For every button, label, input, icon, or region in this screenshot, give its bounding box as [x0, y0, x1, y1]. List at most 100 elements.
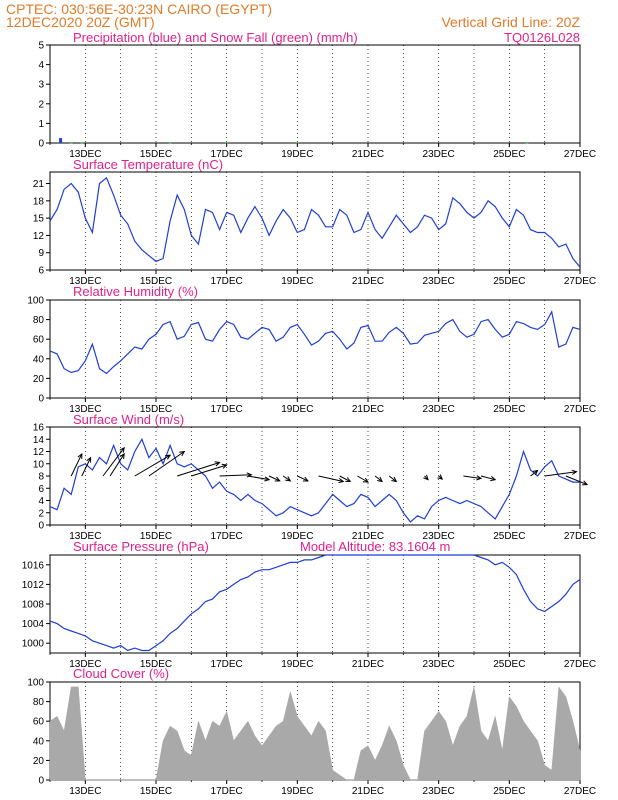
y-tick-label: 4 [38, 496, 44, 507]
y-tick-label: 12 [33, 447, 45, 458]
y-tick-label: 1008 [22, 600, 45, 611]
y-tick-label: 5 [38, 41, 44, 52]
panel-title-cloud: Cloud Cover (%) [73, 666, 169, 681]
wind-arrow [530, 470, 538, 477]
y-tick-label: 1012 [22, 580, 45, 591]
x-tick-label: 19DEC [281, 149, 313, 160]
y-tick-label: 1000 [22, 639, 45, 650]
y-tick-label: 3 [38, 80, 44, 91]
wind-arrow-head [490, 476, 497, 482]
wind-arrow-head [571, 469, 578, 475]
y-tick-label: 40 [33, 354, 45, 365]
wind-arrow [357, 475, 369, 483]
wind-arrow-head [362, 477, 369, 483]
wind-arrow [282, 475, 291, 482]
wind-arrow-head [119, 452, 125, 459]
temp-line [49, 176, 581, 268]
wind-arrow-head [86, 456, 92, 463]
panel-title-precip: Precipitation (blue) and Snow Fall (gree… [73, 30, 358, 45]
y-tick-label: 60 [33, 335, 45, 346]
x-tick-label: 13DEC [69, 531, 101, 542]
y-tick-label: 1 [38, 119, 44, 130]
x-tick-label: 15DEC [140, 404, 172, 415]
y-tick-label: 21 [33, 179, 45, 190]
panel-frame [49, 299, 581, 399]
cloud-cover-area [49, 686, 581, 781]
y-tick-label: 0 [38, 139, 44, 150]
x-tick-label: 13DEC [69, 404, 101, 415]
y-tick-label: 60 [33, 717, 45, 728]
wind-arrow-head [119, 446, 125, 453]
y-tick-label: 18 [33, 196, 45, 207]
x-tick-label: 17DEC [211, 786, 243, 797]
y-tick-label: 80 [33, 315, 45, 326]
x-tick-label: 13DEC [69, 659, 101, 670]
x-tick-label: 15DEC [140, 531, 172, 542]
y-tick-label: 1004 [22, 619, 45, 630]
x-tick-label: 25DEC [493, 786, 525, 797]
panel-cloud: 0 20 40 60 80 100 13DEC 15DEC 17DEC 19DEC 21DEC 23D… [27, 678, 596, 798]
wind-arrow-head [264, 476, 271, 482]
panel-frame [49, 171, 581, 271]
x-tick-label: 27DEC [564, 531, 596, 542]
wind-arrow [247, 475, 270, 481]
x-tick-label: 15DEC [140, 786, 172, 797]
wind-arrow [544, 471, 577, 477]
wind-arrow-head [214, 461, 221, 467]
precip-bar [69, 142, 73, 144]
y-tick-label: 1016 [22, 560, 45, 571]
precip-bar [525, 142, 529, 144]
wind-arrow-head [77, 452, 83, 459]
wind-arrow [463, 475, 482, 479]
y-tick-label: 6 [38, 266, 44, 277]
x-tick-label: 13DEC [69, 786, 101, 797]
x-tick-label: 19DEC [281, 786, 313, 797]
x-tick-label: 27DEC [564, 786, 596, 797]
wind-arrow [148, 451, 185, 477]
panel-title-humidity: Relative Humidity (%) [73, 284, 198, 299]
x-tick-label: 21DEC [352, 276, 384, 287]
panel-humidity: 0 20 40 60 80 100 13DEC 15DEC 17DEC 19DEC 21DEC 23D… [27, 296, 596, 416]
header-location: CPTEC: 030:56E-30:23N CAIRO (EGYPT) [6, 1, 272, 17]
x-tick-label: 25DEC [493, 404, 525, 415]
x-tick-label: 27DEC [564, 149, 596, 160]
wind-arrow [134, 454, 171, 477]
x-tick-label: 17DEC [211, 531, 243, 542]
x-tick-label: 19DEC [281, 276, 313, 287]
wind-arrow-head [391, 476, 398, 483]
precip-bar [80, 142, 84, 144]
x-tick-label: 15DEC [140, 149, 172, 160]
y-tick-label: 15 [33, 214, 45, 225]
y-tick-label: 20 [33, 374, 45, 385]
panel-title-pressure: Surface Pressure (hPa) [73, 539, 209, 554]
precip-bar [295, 142, 299, 144]
precip-bar [168, 142, 172, 144]
y-tick-label: 40 [33, 736, 45, 747]
wind-arrow [388, 475, 397, 482]
x-tick-label: 25DEC [493, 531, 525, 542]
x-tick-label: 23DEC [423, 404, 455, 415]
panel-temp: 6 9 12 15 18 21 13DEC 15DEC 17DEC 19DEC 21DEC 23DEC… [33, 171, 596, 287]
panel-frame [49, 554, 581, 654]
wind-arrow-head [221, 463, 228, 469]
y-tick-label: 14 [33, 435, 45, 446]
x-tick-label: 27DEC [564, 276, 596, 287]
x-tick-label: 13DEC [69, 276, 101, 287]
y-tick-label: 100 [27, 296, 44, 307]
wind-arrow [177, 462, 220, 477]
wind-arrow [102, 447, 125, 477]
wind-arrow [565, 475, 588, 486]
y-tick-label: 20 [33, 756, 45, 767]
wind-arrow-head [437, 474, 444, 480]
wind-arrow [480, 475, 496, 481]
wind-arrow-head [285, 476, 292, 482]
x-tick-label: 23DEC [423, 276, 455, 287]
x-tick-label: 15DEC [140, 659, 172, 670]
panel-frame [49, 44, 581, 144]
wind-arrow-head [165, 454, 172, 460]
panel-title-wind: Surface Wind (m/s) [73, 412, 184, 427]
wind-arrow [374, 475, 383, 482]
panel-pressure: 1000 1004 1008 1012 1016 13DEC 15DEC 17DEC 19DEC… [22, 554, 596, 670]
